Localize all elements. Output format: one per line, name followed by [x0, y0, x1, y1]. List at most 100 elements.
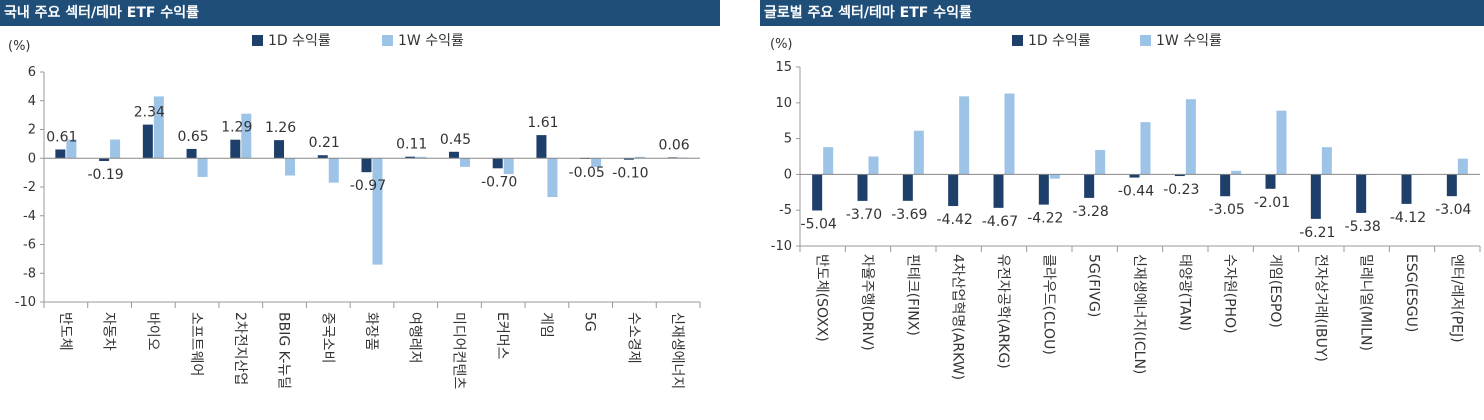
bar-1d: [1265, 174, 1276, 189]
y-tick-label: 6: [28, 65, 36, 80]
bar-1d: [1356, 174, 1367, 213]
unit-label: (%): [8, 39, 31, 54]
y-tick-label: 15: [775, 60, 792, 75]
y-tick-label: -10: [771, 239, 792, 254]
data-label-1d: -3.70: [846, 207, 882, 223]
legend-label: 1W 수익률: [398, 33, 464, 49]
data-label-1d: -0.23: [1163, 182, 1199, 198]
data-label-1d: -4.67: [982, 214, 1018, 230]
global-etf-chart: (%) 1D 수익률 1W 수익률 15 10 5 0 -5 -10 -5.04 반도체(SOXX)…: [770, 33, 1481, 380]
legend-label: 1W 수익률: [1156, 33, 1222, 49]
bar-1d: [274, 140, 285, 159]
category-label: 2차전지산업: [232, 312, 248, 385]
data-label-1d: -0.70: [481, 174, 517, 190]
bar-1d: [142, 124, 153, 159]
domestic-etf-panel: 국내 주요 섹터/테마 ETF 수익률 (%) 1D 수익률 1W 수익률 6 4 2 0 -…: [0, 0, 720, 420]
bar-1w: [328, 158, 339, 183]
bar-1w: [959, 96, 970, 175]
bar-1d: [1446, 174, 1457, 197]
legend-swatch: [252, 35, 263, 46]
y-tick-label: -8: [23, 266, 36, 281]
bar-1w: [1276, 110, 1287, 175]
category-label: 여행레저: [407, 312, 423, 364]
y-tick-label: -2: [23, 180, 36, 195]
bar-1d: [405, 156, 416, 159]
data-label-1d: -3.05: [1209, 202, 1245, 218]
data-label-1d: -5.38: [1345, 219, 1381, 235]
bar-1d: [99, 158, 110, 161]
y-tick-label: 0: [28, 151, 36, 166]
legend-label: 1D 수익률: [1028, 33, 1091, 49]
domestic-etf-chart: (%) 1D 수익률 1W 수익률 6 4 2 0 -2 -4 -6 -8 -10 0.61 반도체 -0.…: [8, 33, 701, 389]
bar-1d: [1174, 174, 1185, 177]
bar-1w: [285, 158, 296, 176]
bar-1w: [1004, 93, 1015, 175]
category-label: 클라우드(CLOU): [1040, 254, 1056, 355]
bar-1d: [186, 148, 197, 159]
category-label: 전자상거래(IBUY): [1312, 254, 1328, 362]
category-label: ESG(ESGU): [1403, 254, 1419, 332]
data-label-1d: 0.21: [309, 135, 340, 151]
data-label-1d: -3.04: [1435, 202, 1471, 218]
chart-title: 글로벌 주요 섹터/테마 ETF 수익률: [760, 0, 1484, 26]
data-label-1d: 0.11: [396, 137, 427, 153]
data-label-1d: 2.34: [134, 105, 165, 121]
category-label: 유전자공학(ARKG): [995, 254, 1011, 369]
category-label: 반도체(SOXX): [814, 254, 830, 342]
bar-1d: [536, 135, 547, 159]
category-label: BBIG K-뉴딜: [276, 312, 292, 389]
y-tick-label: 5: [784, 132, 792, 147]
category-label: 게임(ESPO): [1267, 254, 1283, 328]
category-label: 자동차: [101, 312, 117, 351]
bar-1w: [823, 147, 834, 175]
y-tick-label: 10: [775, 96, 792, 111]
bar-1d: [1310, 174, 1321, 219]
bar-1d: [448, 151, 459, 159]
unit-label: (%): [770, 37, 793, 52]
bar-1w: [1185, 99, 1196, 175]
data-label-1d: -0.05: [569, 165, 605, 181]
bar-1d: [55, 149, 66, 159]
category-label: 5G: [582, 312, 598, 332]
data-label-1d: 0.06: [659, 137, 690, 153]
data-label-1d: -2.01: [1254, 195, 1290, 211]
y-tick-label: 2: [28, 123, 36, 138]
bar-1d: [1038, 174, 1049, 205]
bar-1w: [1049, 174, 1060, 179]
category-label: E커머스: [494, 312, 510, 360]
category-label: 반도체: [57, 312, 73, 351]
bar-1w: [241, 113, 252, 159]
data-label-1d: -0.19: [87, 167, 123, 183]
data-label-1d: -6.21: [1299, 225, 1335, 241]
data-label-1d: -4.12: [1390, 210, 1426, 226]
bar-1w: [913, 130, 924, 175]
bar-1w: [1231, 170, 1242, 175]
data-label-1d: 0.45: [440, 132, 471, 148]
bar-1d: [317, 155, 328, 159]
bar-1w: [868, 156, 879, 175]
y-tick-label: 4: [28, 94, 36, 109]
bar-1d: [1401, 174, 1412, 204]
bar-1d: [361, 158, 372, 173]
bar-1d: [230, 139, 241, 159]
bar-1d: [1129, 174, 1140, 178]
data-label-1d: -0.44: [1118, 184, 1154, 200]
data-label-1d: -3.28: [1073, 204, 1109, 220]
bar-1w: [591, 158, 602, 167]
category-label: 중국소비: [319, 312, 335, 364]
bar-1w: [547, 158, 558, 198]
data-label-1d: -0.10: [612, 166, 648, 182]
category-label: 바이오: [144, 312, 160, 351]
chart-title: 국내 주요 섹터/테마 ETF 수익률: [0, 0, 720, 26]
data-label-1d: 1.26: [265, 120, 296, 136]
global-etf-panel: 글로벌 주요 섹터/테마 ETF 수익률 (%) 1D 수익률 1W 수익률 15 10…: [760, 0, 1484, 420]
bar-1w: [634, 156, 645, 159]
bar-1w: [1457, 158, 1468, 175]
bar-1w: [503, 158, 514, 175]
category-label: 미디어컨텐츠: [450, 312, 466, 389]
bar-1w: [416, 156, 427, 159]
category-label: 신재생에너지(ICLN): [1131, 254, 1147, 374]
data-label-1d: -4.22: [1027, 211, 1063, 227]
y-tick-label: -5: [779, 203, 792, 218]
legend-swatch: [1012, 35, 1023, 46]
